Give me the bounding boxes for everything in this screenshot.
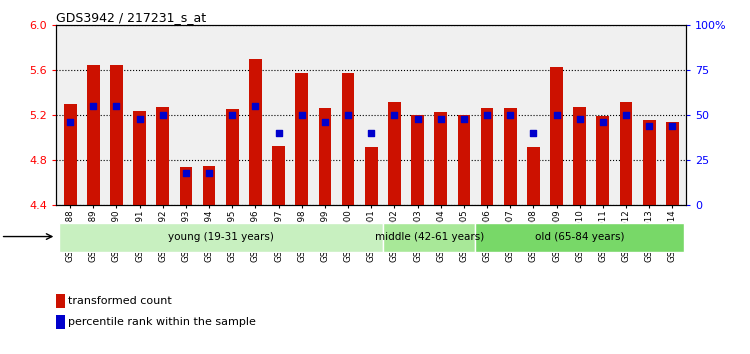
Bar: [666, 122, 679, 205]
Point: [319, 119, 331, 125]
Bar: [458, 115, 470, 205]
Point: [481, 112, 493, 118]
Bar: [411, 115, 424, 205]
Bar: [226, 109, 238, 205]
Bar: [296, 73, 308, 205]
Bar: [596, 116, 609, 205]
Bar: [643, 120, 656, 205]
Point: [550, 112, 562, 118]
Bar: [434, 112, 447, 205]
Bar: [573, 107, 586, 205]
Bar: [202, 166, 215, 205]
Text: middle (42-61 years): middle (42-61 years): [374, 232, 484, 241]
Bar: [342, 73, 355, 205]
Point: [296, 112, 307, 118]
Bar: [382, 223, 476, 251]
Bar: [319, 108, 332, 205]
Text: GDS3942 / 217231_s_at: GDS3942 / 217231_s_at: [56, 11, 206, 24]
Bar: [249, 59, 262, 205]
Point: [342, 112, 354, 118]
Bar: [365, 147, 377, 205]
Bar: [58, 223, 382, 251]
Point: [388, 112, 400, 118]
Point: [87, 103, 99, 109]
Point: [365, 130, 377, 136]
Point: [666, 123, 678, 129]
Text: young (19-31 years): young (19-31 years): [168, 232, 274, 241]
Point: [574, 116, 586, 121]
Bar: [620, 102, 632, 205]
Point: [620, 112, 632, 118]
Point: [203, 170, 215, 176]
Point: [458, 116, 470, 121]
Point: [157, 112, 169, 118]
Bar: [550, 67, 563, 205]
Bar: [527, 147, 540, 205]
Point: [435, 116, 447, 121]
Bar: [157, 107, 170, 205]
Point: [64, 119, 76, 125]
Bar: [476, 223, 684, 251]
Point: [412, 116, 424, 121]
Bar: [179, 167, 192, 205]
Text: transformed count: transformed count: [68, 296, 172, 306]
Bar: [64, 104, 76, 205]
Bar: [481, 108, 494, 205]
Point: [644, 123, 656, 129]
Point: [250, 103, 262, 109]
Point: [110, 103, 122, 109]
Point: [504, 112, 516, 118]
Text: old (65-84 years): old (65-84 years): [535, 232, 625, 241]
Bar: [504, 108, 517, 205]
Text: percentile rank within the sample: percentile rank within the sample: [68, 317, 256, 327]
Bar: [272, 145, 285, 205]
Point: [134, 116, 146, 121]
Bar: [87, 65, 100, 205]
Point: [272, 130, 284, 136]
Bar: [110, 65, 123, 205]
Point: [180, 170, 192, 176]
Point: [597, 119, 609, 125]
Bar: [388, 102, 400, 205]
Point: [226, 112, 238, 118]
Point: [527, 130, 539, 136]
Bar: [134, 110, 146, 205]
